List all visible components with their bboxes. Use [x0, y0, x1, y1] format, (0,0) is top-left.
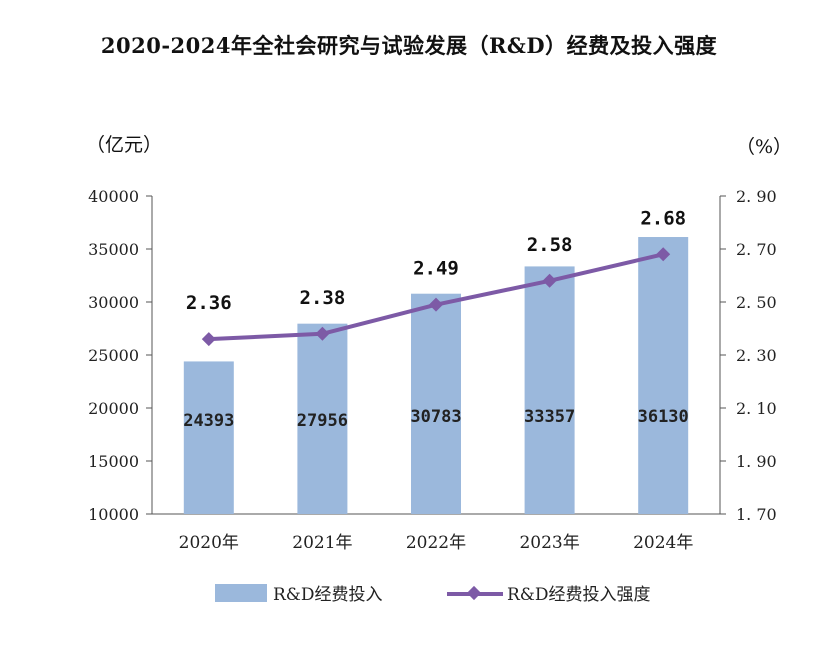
y-left-tick-label: 15000 — [88, 452, 139, 471]
bar — [297, 323, 348, 514]
legend-line-swatch — [447, 584, 503, 602]
x-tick-label: 2023年 — [519, 533, 579, 553]
bar-value-label: 36130 — [638, 407, 689, 427]
y-right-tick-label: 1. 70 — [736, 505, 777, 524]
line-point — [315, 326, 330, 341]
x-tick-label: 2021年 — [292, 533, 352, 553]
bar — [183, 361, 234, 514]
y-right-tick-label: 2. 10 — [736, 399, 777, 418]
x-tick-label: 2022年 — [406, 533, 466, 553]
bar-value-label: 24393 — [183, 411, 234, 431]
y-right-tick-label: 1. 90 — [736, 452, 777, 471]
x-tick-label: 2020年 — [179, 533, 239, 553]
y-left-tick-label: 40000 — [88, 187, 139, 206]
line-value-label: 2.36 — [186, 292, 232, 314]
y-right-tick-label: 2. 70 — [736, 240, 777, 259]
bar — [411, 293, 461, 514]
legend-bar-label: R&D经费投入 — [273, 585, 383, 605]
line-point — [656, 247, 671, 262]
bar — [638, 237, 689, 514]
line-value-label: 2.38 — [300, 287, 346, 309]
y-right-tick-label: 2. 50 — [736, 293, 777, 312]
line-value-label: 2.58 — [527, 234, 573, 256]
chart-title: 2020-2024年全社会研究与试验发展（R&D）经费及投入强度 — [100, 33, 718, 58]
bar — [524, 266, 575, 514]
legend-line-label: R&D经费投入强度 — [507, 585, 651, 605]
bar-value-label: 27956 — [297, 411, 348, 431]
y-left-tick-label: 25000 — [88, 346, 139, 365]
line-point — [542, 273, 557, 288]
line-point — [201, 332, 216, 347]
bar-value-label: 33357 — [524, 407, 575, 427]
y-right-tick-label: 2. 30 — [736, 346, 777, 365]
legend-item-bar: R&D经费投入 — [215, 580, 383, 605]
legend-bar-swatch — [215, 583, 267, 602]
x-tick-label: 2024年 — [633, 533, 693, 553]
line-value-label: 2.68 — [640, 207, 686, 229]
bar-value-label: 30783 — [410, 407, 461, 427]
legend-item-line: R&D经费投入强度 — [447, 580, 651, 605]
y-left-tick-label: 35000 — [88, 240, 139, 259]
y-left-tick-label: 30000 — [88, 293, 139, 312]
right-axis-unit: （%） — [736, 136, 793, 158]
y-right-tick-label: 2. 90 — [736, 187, 777, 206]
line-value-label: 2.49 — [413, 258, 459, 280]
y-left-tick-label: 20000 — [88, 399, 139, 418]
line-point — [429, 297, 443, 312]
left-axis-unit: （亿元） — [86, 134, 163, 156]
y-left-tick-label: 10000 — [88, 505, 139, 524]
